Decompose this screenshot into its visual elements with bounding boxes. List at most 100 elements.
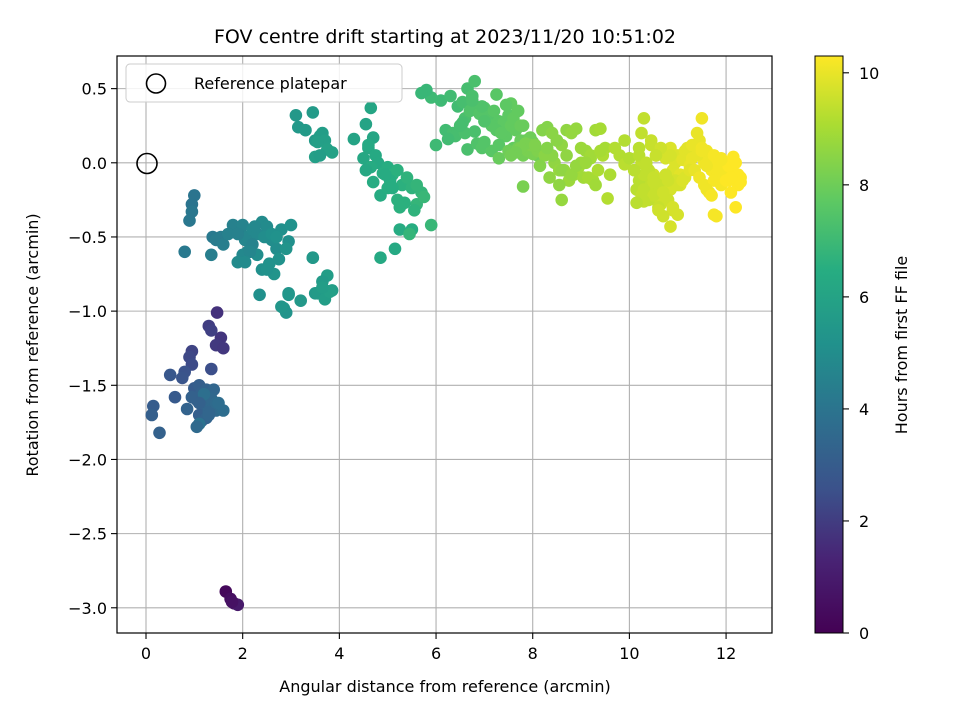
data-point: [366, 175, 380, 189]
data-point: [560, 149, 573, 162]
data-point: [461, 143, 474, 156]
legend-label: Reference platepar: [194, 74, 347, 93]
data-point: [478, 135, 491, 149]
data-point: [555, 193, 568, 207]
data-point: [714, 153, 728, 167]
data-point: [393, 223, 407, 236]
data-point: [313, 149, 327, 162]
data-point: [306, 251, 320, 264]
data-point: [176, 371, 189, 385]
data-point: [630, 196, 643, 210]
data-point: [205, 362, 218, 376]
colorbar-tick-label: 6: [859, 288, 869, 307]
data-point: [393, 201, 407, 214]
data-point: [540, 141, 554, 155]
data-point: [359, 163, 373, 177]
data-point: [306, 106, 320, 119]
data-point: [429, 138, 443, 152]
data-point: [594, 144, 607, 158]
data-point: [468, 74, 482, 88]
data-point: [504, 149, 518, 162]
data-point: [400, 171, 414, 184]
colorbar-tick-label: 8: [859, 176, 869, 195]
data-point: [163, 368, 177, 382]
data-point: [178, 245, 191, 259]
data-point: [644, 134, 658, 147]
data-point: [533, 159, 547, 173]
data-point: [656, 209, 670, 223]
data-point: [325, 146, 339, 159]
data-point: [671, 208, 684, 221]
data-point: [183, 214, 196, 227]
data-point: [647, 175, 660, 189]
data-point: [444, 89, 457, 103]
data-point: [289, 109, 303, 122]
data-point: [299, 123, 312, 137]
data-point: [659, 168, 672, 181]
data-point: [357, 152, 370, 165]
data-point: [492, 138, 506, 152]
data-point: [555, 163, 568, 177]
data-point: [729, 156, 742, 170]
colorbar-tick-label: 0: [859, 624, 869, 643]
colorbar-tick-label: 10: [859, 64, 879, 83]
data-point: [424, 218, 438, 232]
data-point: [695, 144, 709, 158]
data-point: [664, 149, 677, 162]
data-point: [180, 402, 194, 416]
x-tick-label: 6: [431, 644, 441, 663]
reference-platepar-marker: [136, 152, 158, 175]
data-point: [589, 178, 602, 192]
data-point: [492, 152, 506, 165]
data-point: [231, 227, 245, 241]
data-point: [516, 180, 530, 193]
x-axis-label: Angular distance from reference (arcmin): [279, 677, 610, 696]
data-point: [217, 341, 230, 355]
data-point: [647, 189, 660, 202]
data-point: [260, 263, 274, 276]
data-point: [724, 171, 738, 184]
data-point: [514, 119, 527, 132]
y-tick-label: −1.0: [68, 302, 107, 321]
data-point: [145, 408, 159, 422]
data-point: [466, 94, 479, 107]
data-point: [153, 426, 166, 440]
data-point: [417, 190, 431, 204]
data-point: [707, 208, 721, 221]
data-point: [388, 242, 402, 256]
colorbar-ticks: 0 2 4 6 8 10: [843, 64, 879, 643]
x-tick-label: 4: [334, 644, 344, 663]
data-point: [637, 183, 651, 196]
data-point: [623, 152, 636, 165]
data-point: [676, 174, 689, 187]
data-point: [225, 595, 239, 609]
data-point: [499, 98, 513, 112]
data-point: [205, 248, 218, 262]
data-point: [601, 192, 614, 205]
colorbar-label: Hours from first FF file: [892, 256, 911, 435]
data-point: [441, 132, 455, 146]
data-point: [495, 126, 508, 140]
data-point: [640, 156, 653, 170]
data-point: [475, 100, 489, 113]
data-point: [649, 149, 663, 162]
data-point: [695, 112, 709, 125]
data-point: [294, 294, 308, 308]
data-point: [347, 132, 361, 146]
data-point: [603, 168, 617, 181]
data-point: [284, 218, 298, 232]
data-point: [734, 175, 747, 189]
data-point: [453, 119, 467, 132]
data-point: [205, 324, 218, 337]
data-point: [550, 134, 564, 147]
data-point: [627, 163, 641, 177]
data-point: [594, 122, 607, 135]
y-tick-label: 0.5: [82, 80, 107, 99]
data-point: [221, 227, 235, 241]
data-point: [569, 122, 583, 135]
y-tick-label: −2.5: [68, 525, 107, 544]
chart-title: FOV centre drift starting at 2023/11/20 …: [214, 26, 676, 48]
data-point: [724, 186, 738, 199]
data-point: [379, 168, 392, 181]
